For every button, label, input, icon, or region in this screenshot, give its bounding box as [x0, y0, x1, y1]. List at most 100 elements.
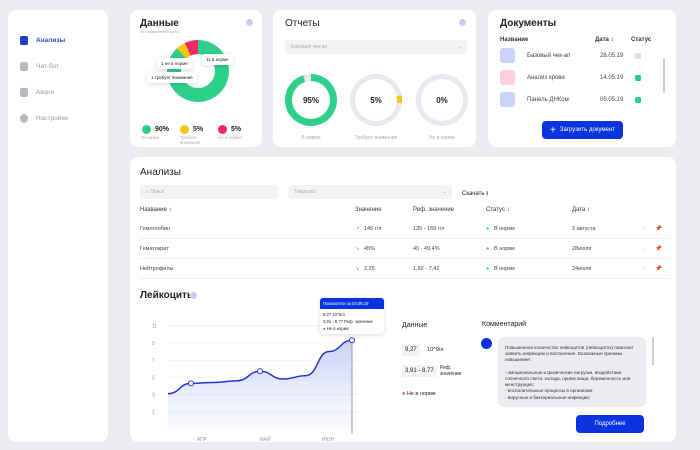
more-button[interactable]: Подробнее — [576, 415, 644, 433]
col-date[interactable]: Дата ↕ — [572, 207, 590, 213]
sidebar-item-analyses[interactable]: Анализы — [20, 36, 65, 45]
yellow-dot — [180, 125, 189, 134]
document-row[interactable]: Анализ крови 14.05.19 — [500, 70, 623, 85]
leukocytes-title: Лейкоциты — [140, 290, 196, 301]
value-box: 9,27 — [402, 344, 420, 356]
row-status: В норме — [494, 246, 516, 252]
status-checkbox[interactable] — [635, 97, 641, 103]
row-status: В норме — [494, 266, 516, 272]
row-date: 28июля — [572, 246, 592, 252]
col-name: Название — [500, 37, 529, 43]
y-tick-label: 7 — [152, 358, 155, 364]
info-icon[interactable] — [246, 19, 253, 26]
trend-icon: ↘ — [355, 246, 360, 252]
col-date[interactable]: Дата ↕ — [595, 37, 614, 43]
info-icon[interactable] — [459, 19, 466, 26]
row-value: 2,25 — [364, 266, 375, 272]
red-dot — [218, 125, 227, 134]
chevron-right-icon[interactable]: › — [643, 246, 645, 252]
row-ref: 1,82 - 7,42 — [413, 266, 440, 272]
download-button[interactable]: Скачать ⭳ — [462, 191, 489, 197]
info-icon[interactable] — [190, 292, 197, 299]
col-value: Значение — [355, 207, 382, 213]
area-fill — [168, 340, 352, 429]
analyses-title: Анализы — [140, 167, 181, 178]
scrollbar[interactable] — [652, 337, 654, 365]
trend-icon: ↗ — [355, 226, 360, 232]
x-tick-label: ИЮН — [322, 437, 335, 442]
sidebar-item-chatbot[interactable]: Чат-бот — [20, 62, 59, 71]
table-row[interactable]: Нейтрофилы ↘ 2,25 1,82 - 7,42 ● В норме … — [140, 259, 670, 279]
search-input[interactable]: ⌕ Поиск — [140, 185, 278, 199]
legend-label: Требует внимания — [180, 135, 201, 145]
ring-norm: 95% — [285, 74, 337, 126]
status-checkbox[interactable] — [635, 53, 641, 59]
sidebar-item-promos[interactable]: Акции — [20, 88, 54, 97]
checkup-select[interactable]: Базовый чек-ап ⌄ — [285, 40, 467, 54]
chart-tooltip: Показатели за 04.06.19 9,27 10^9/л 3,91 … — [320, 298, 384, 334]
donut-label-attention: 1 требует внимания — [147, 72, 197, 83]
row-value: 45% — [364, 246, 376, 252]
row-status: В норме — [494, 226, 516, 232]
ring-attention: 5% — [350, 74, 402, 126]
pin-icon[interactable]: 📌 — [655, 266, 662, 272]
file-icon — [500, 48, 515, 63]
scrollbar[interactable] — [663, 58, 665, 93]
comment-bubble: Повышенное количество лейкоцитов (лейкоц… — [498, 337, 646, 407]
upload-document-button[interactable]: + Загрузить документ — [542, 121, 623, 139]
col-status: Статус — [631, 37, 652, 43]
status-dot: ● — [486, 246, 490, 252]
chevron-right-icon[interactable]: › — [643, 266, 645, 272]
donut-chart — [167, 40, 229, 102]
x-tick-label: АПР — [197, 437, 208, 442]
legend-label: Не в норме — [218, 135, 242, 140]
documents-card: Документы Название Дата ↕ Статус Базовый… — [488, 10, 676, 147]
analyses-card: Анализы ⌕ Поиск Тематика ⌄ Скачать ⭳ Назв… — [130, 157, 676, 442]
status-checkbox[interactable] — [635, 75, 641, 81]
ring-not-norm: 0% — [416, 74, 468, 126]
data-point — [349, 337, 355, 344]
topic-select[interactable]: Тематика ⌄ — [288, 185, 452, 199]
document-row[interactable]: Панель ДНКом 05.05.19 — [500, 92, 623, 107]
row-name: Нейтрофилы — [140, 266, 174, 272]
data-subtitle: Данные — [402, 322, 428, 329]
file-icon — [500, 70, 515, 85]
row-ref: 135 - 169 г/л — [413, 226, 445, 232]
donut-label-not-norm: 1 не в норме — [157, 58, 192, 69]
plus-icon: + — [550, 124, 556, 136]
pin-icon[interactable]: 📌 — [655, 226, 662, 232]
ref-box: 3,91 - 8,77 — [402, 365, 437, 377]
col-name[interactable]: Название ↕ — [140, 207, 172, 213]
file-icon — [500, 92, 515, 107]
unit: 10^9/л — [427, 347, 444, 353]
clipboard-icon — [20, 36, 28, 45]
table-row[interactable]: Гематокрит ↘ 45% 40 - 49,4% ● В норме 28… — [140, 239, 670, 259]
bot-avatar — [481, 338, 492, 349]
ring-label: Не в норме — [428, 135, 456, 141]
row-ref: 40 - 49,4% — [413, 246, 440, 252]
data-card: Данные 30 показателей всего 11 в норме 1… — [130, 10, 262, 147]
status-dot: ● — [486, 266, 490, 272]
search-icon: ⌕ — [146, 189, 151, 195]
pin-icon[interactable]: 📌 — [655, 246, 662, 252]
table-row[interactable]: Гемоглобин ↗ 145 г/л 135 - 169 г/л ● В н… — [140, 219, 670, 239]
data-point — [257, 368, 263, 375]
ref-label: Реф. значение — [440, 365, 462, 377]
sidebar-item-settings[interactable]: Настройки — [20, 114, 68, 123]
comment-title: Комментарий — [482, 321, 527, 328]
legend-label: В норме — [142, 135, 160, 140]
document-row[interactable]: Базовый чек-ап 28.05.19 — [500, 48, 623, 63]
col-status[interactable]: Статус ↕ — [486, 207, 510, 213]
chevron-down-icon: ⌄ — [457, 44, 462, 50]
chevron-right-icon[interactable]: › — [643, 226, 645, 232]
sidebar: Анализы Чат-бот Акции Настройки — [8, 10, 108, 442]
chat-icon — [20, 62, 28, 71]
row-value: 145 г/л — [364, 226, 382, 232]
legend-value: 5% — [231, 126, 242, 133]
green-dot — [142, 125, 151, 134]
row-date: 3 августа — [572, 226, 596, 232]
ring-label: Требует внимания — [354, 135, 398, 141]
data-subtitle: 30 показателей всего — [140, 29, 180, 34]
sparkle-icon — [20, 88, 28, 97]
data-point — [188, 380, 194, 387]
